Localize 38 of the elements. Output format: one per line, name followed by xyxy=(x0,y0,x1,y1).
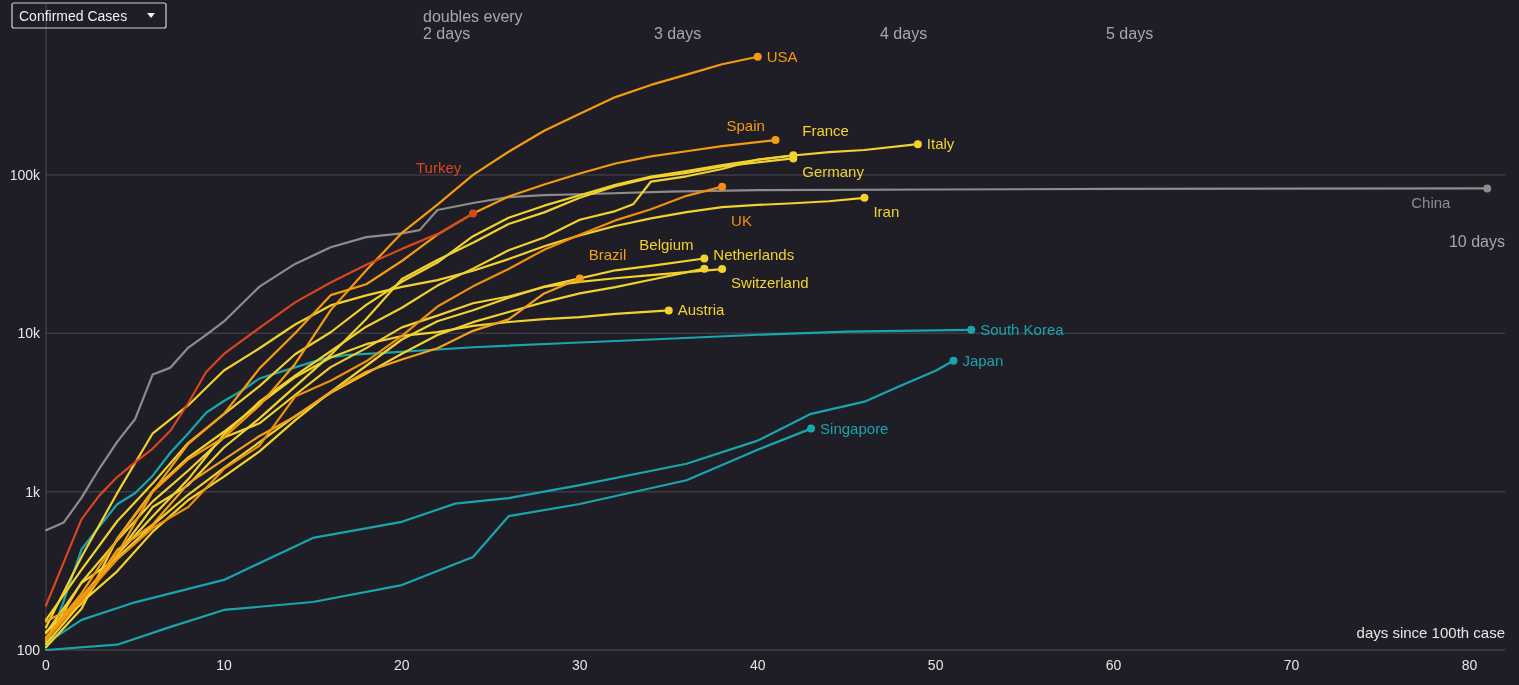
series-label: Singapore xyxy=(820,419,889,437)
series-label: Japan xyxy=(962,351,1004,369)
annotation: 5 days xyxy=(1106,25,1154,42)
y-tick-label: 100 xyxy=(16,642,41,658)
x-axis-title: days since 100th case xyxy=(1356,624,1505,641)
x-tick-label: 20 xyxy=(394,657,410,673)
x-tick-label: 60 xyxy=(1105,657,1122,673)
chart-title: Confirmed Cases xyxy=(19,8,128,24)
annotation: 4 days xyxy=(880,25,928,42)
annotation: 3 days xyxy=(654,25,702,42)
annotation: 10 days xyxy=(1448,233,1505,250)
y-tick-label: 100k xyxy=(9,166,41,183)
series-label: Spain xyxy=(726,117,765,135)
series-label: Belgium xyxy=(639,235,694,253)
series-label: Switzerland xyxy=(731,274,809,292)
x-tick-label: 30 xyxy=(571,657,588,673)
series-label: South Korea xyxy=(980,320,1065,338)
x-tick-label: 70 xyxy=(1283,657,1300,673)
annotation: 2 days xyxy=(423,25,471,42)
series-label: USA xyxy=(766,47,798,65)
series-label: Italy xyxy=(926,135,955,153)
x-tick-label: 0 xyxy=(42,657,51,673)
x-tick-label: 80 xyxy=(1461,657,1478,673)
series-label: Netherlands xyxy=(713,245,795,263)
annotation: doubles every xyxy=(423,8,523,25)
y-tick-label: 1k xyxy=(25,483,41,500)
series-label: Brazil xyxy=(588,245,627,263)
text: Turkey xyxy=(416,158,462,176)
series-label: Germany xyxy=(802,163,865,181)
y-tick-label: 10k xyxy=(17,325,41,342)
series-label: UK xyxy=(731,211,752,229)
series-label: Iran xyxy=(873,202,900,220)
x-tick-label: 10 xyxy=(216,657,232,673)
series-label: Austria xyxy=(677,301,726,319)
x-tick-label: 50 xyxy=(927,657,944,673)
series-label: France xyxy=(802,122,849,140)
series-label: China xyxy=(1411,194,1452,212)
x-tick-label: 40 xyxy=(749,657,766,673)
